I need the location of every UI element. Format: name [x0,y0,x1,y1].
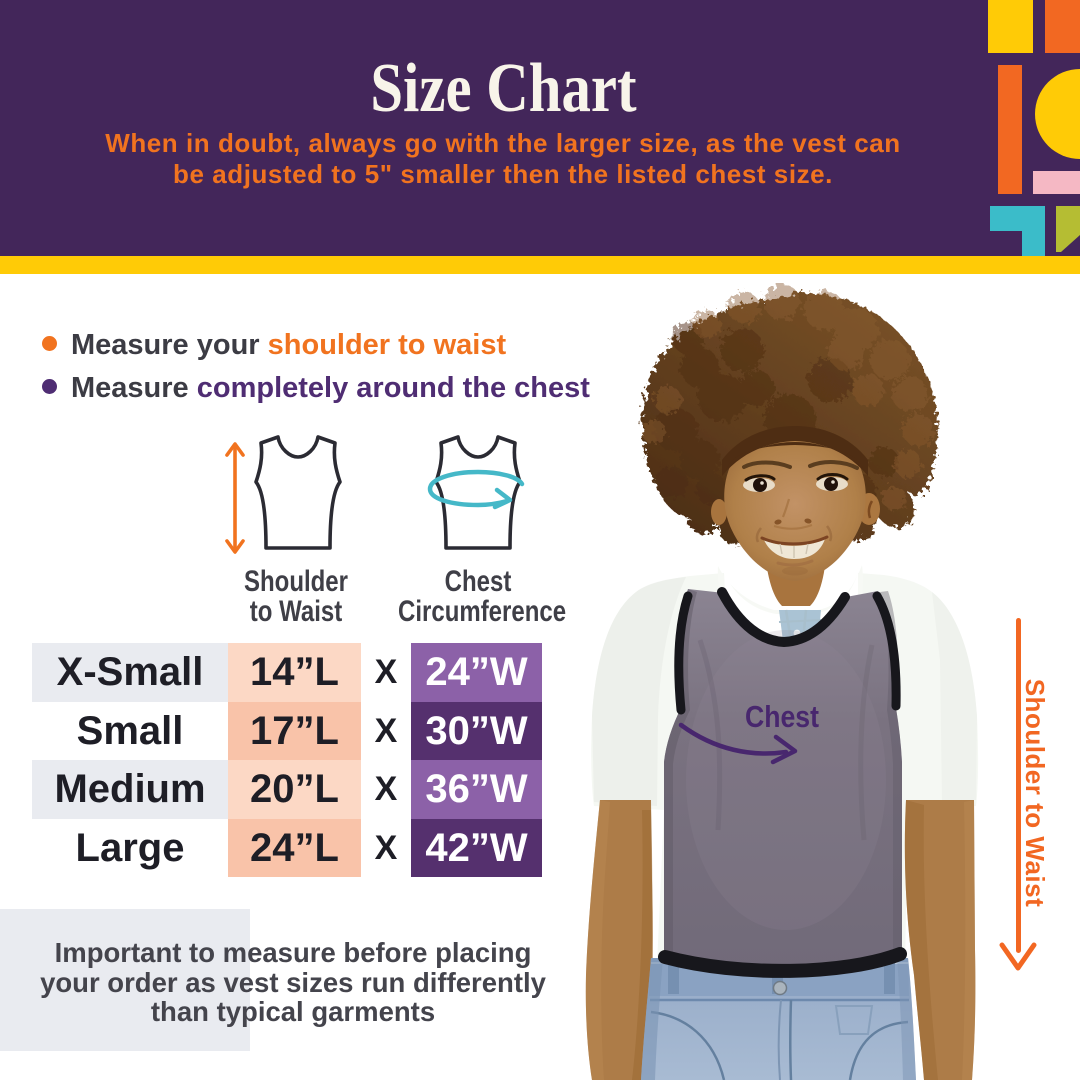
svg-text:Chest: Chest [745,699,819,734]
